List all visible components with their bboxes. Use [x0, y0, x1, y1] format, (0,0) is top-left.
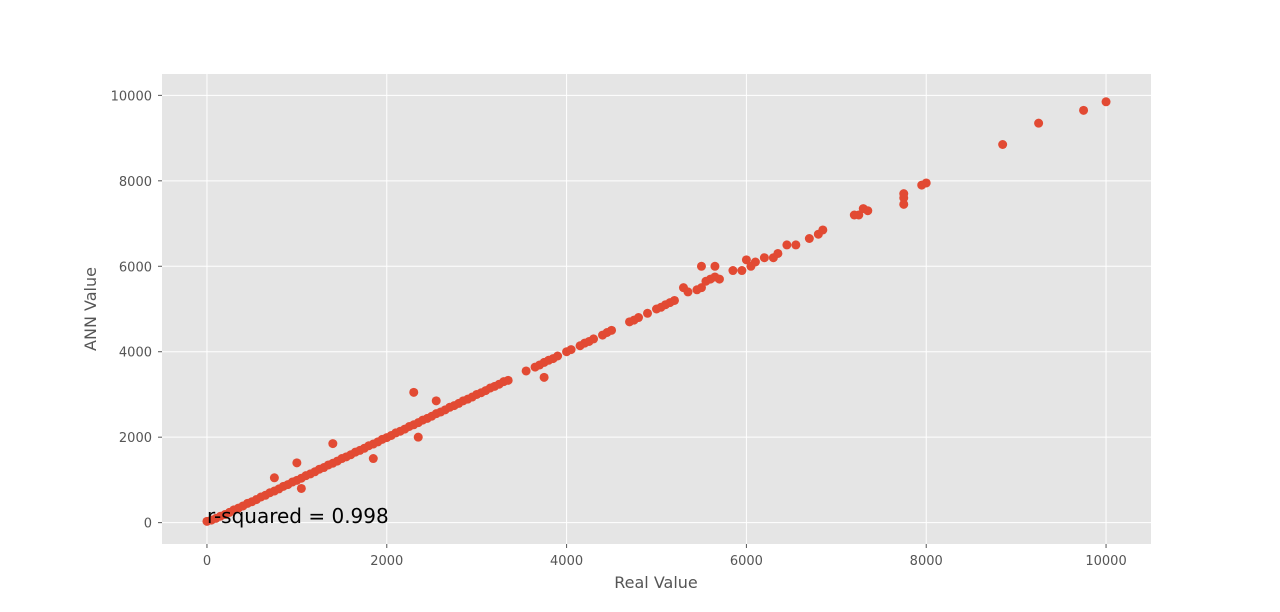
data-point	[553, 351, 563, 361]
data-point	[328, 439, 338, 449]
data-point	[1034, 118, 1044, 128]
data-point	[741, 255, 751, 265]
data-point	[409, 387, 419, 397]
data-point	[804, 234, 814, 243]
data-point	[503, 375, 513, 385]
y-tick-label: 0	[144, 517, 152, 532]
data-point	[773, 248, 783, 258]
data-point	[714, 274, 724, 284]
data-point	[998, 140, 1008, 149]
y-axis-ticks: 0 2000 4000 6000 8000 10000	[111, 89, 162, 532]
grid-lines	[162, 74, 1151, 544]
data-point	[899, 199, 909, 209]
x-tick-label: 4000	[550, 554, 583, 569]
data-point	[696, 283, 706, 293]
data-point	[1101, 97, 1111, 107]
data-point	[669, 295, 679, 305]
y-tick-label: 2000	[119, 431, 152, 446]
data-point	[296, 483, 306, 493]
x-tick-label: 2000	[370, 554, 403, 569]
data-point	[791, 240, 801, 250]
y-tick-label: 8000	[119, 175, 152, 190]
data-point	[921, 178, 931, 188]
data-point	[818, 225, 828, 235]
data-point	[521, 366, 531, 376]
data-point	[1079, 105, 1089, 115]
x-tick-label: 8000	[910, 554, 943, 569]
data-point	[899, 189, 909, 199]
data-point	[539, 372, 549, 382]
data-point	[413, 432, 423, 442]
data-point	[854, 210, 864, 220]
x-tick-label: 10000	[1085, 554, 1126, 569]
data-points	[202, 97, 1111, 526]
data-point	[750, 257, 760, 267]
data-point	[863, 206, 873, 216]
data-point	[759, 253, 769, 263]
data-point	[431, 396, 441, 406]
data-point	[696, 261, 706, 271]
data-point	[782, 240, 792, 250]
data-point	[589, 334, 599, 344]
data-point	[269, 473, 279, 483]
r-squared-annotation: r-squared = 0.998	[207, 504, 389, 528]
x-tick-label: 0	[203, 554, 211, 569]
x-tick-label: 6000	[730, 554, 763, 569]
data-point	[710, 261, 720, 271]
data-point	[643, 308, 653, 318]
data-point	[683, 287, 693, 297]
data-point	[368, 454, 378, 464]
y-tick-label: 10000	[111, 89, 152, 104]
data-point	[634, 313, 644, 323]
data-point	[292, 458, 302, 468]
y-axis-label: ANN Value	[81, 267, 100, 351]
data-point	[737, 266, 747, 276]
x-axis-ticks: 0 2000 4000 6000 8000 10000	[203, 544, 1127, 569]
data-point	[566, 345, 576, 355]
data-point	[728, 266, 738, 276]
data-point	[607, 325, 617, 335]
y-tick-label: 4000	[119, 346, 152, 361]
y-tick-label: 6000	[119, 260, 152, 275]
x-axis-label: Real Value	[614, 573, 698, 592]
